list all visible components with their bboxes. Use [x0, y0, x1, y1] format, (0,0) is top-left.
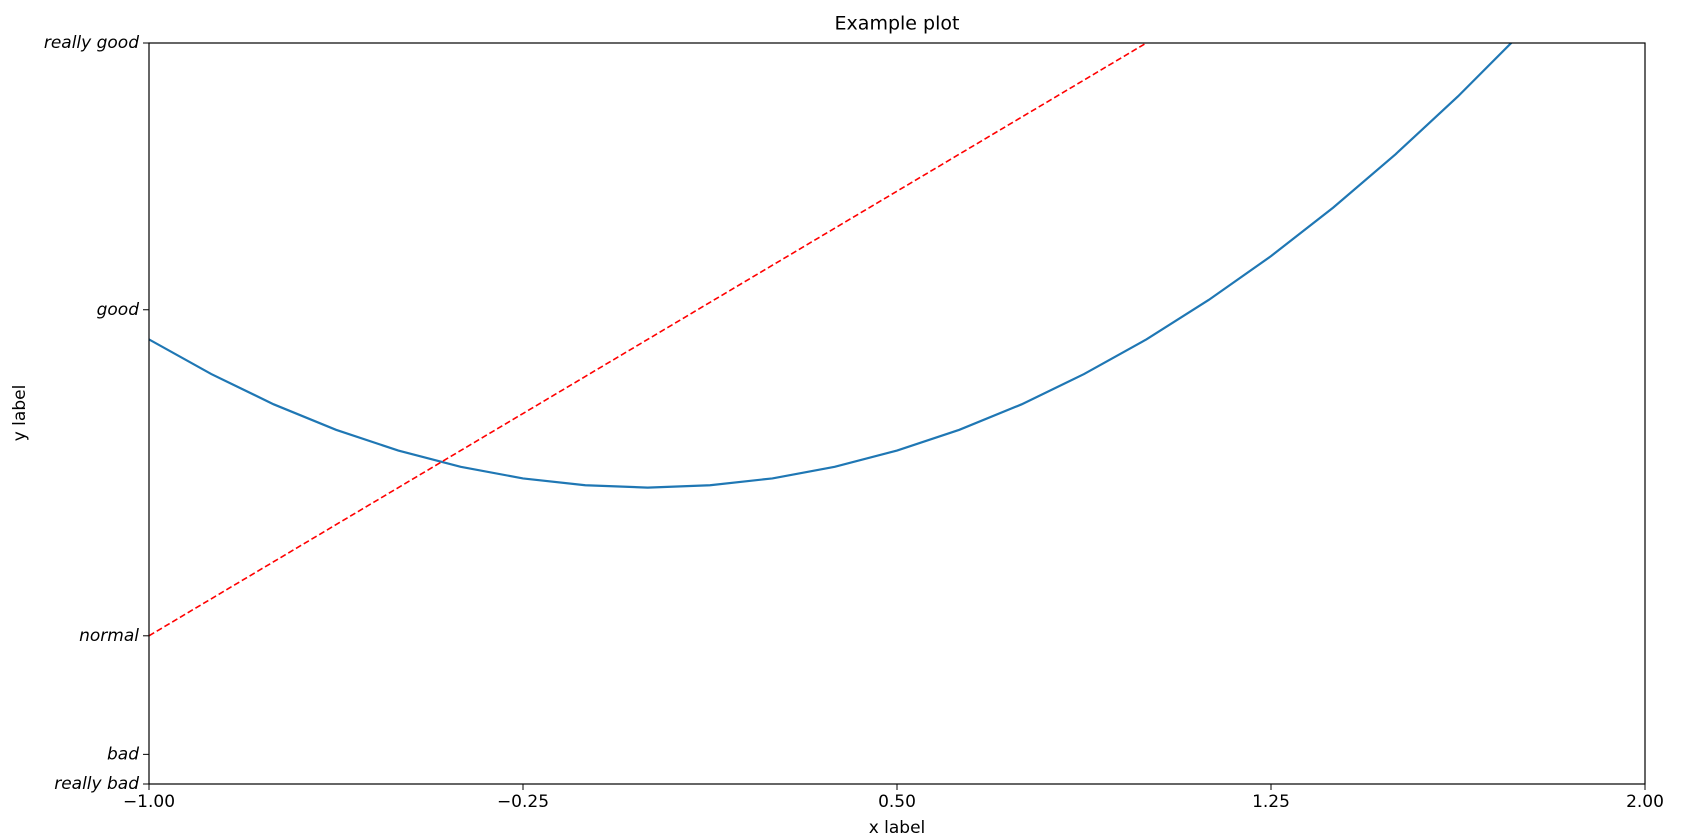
axes-frame: [148, 42, 1646, 785]
plot-area: [149, 43, 1513, 637]
x-tick-label: −1.00: [123, 792, 175, 812]
y-tick-label: good: [97, 300, 140, 320]
y-tick-label: bad: [107, 744, 139, 764]
y-tick-label: really good: [44, 33, 139, 53]
y-tick-label: normal: [79, 626, 139, 646]
y-tick-label: really bad: [54, 774, 139, 794]
x-tick-label: 1.25: [1252, 792, 1290, 812]
x-tick-label: 2.00: [1626, 792, 1664, 812]
x-tick-label: −0.25: [497, 792, 549, 812]
x-tick-label: 0.50: [878, 792, 916, 812]
y-axis-label: y label: [10, 385, 30, 442]
x-axis-label: x label: [869, 818, 926, 838]
chart-title: Example plot: [835, 13, 960, 35]
series-line: [149, 43, 1513, 489]
series-line: [149, 43, 1148, 637]
